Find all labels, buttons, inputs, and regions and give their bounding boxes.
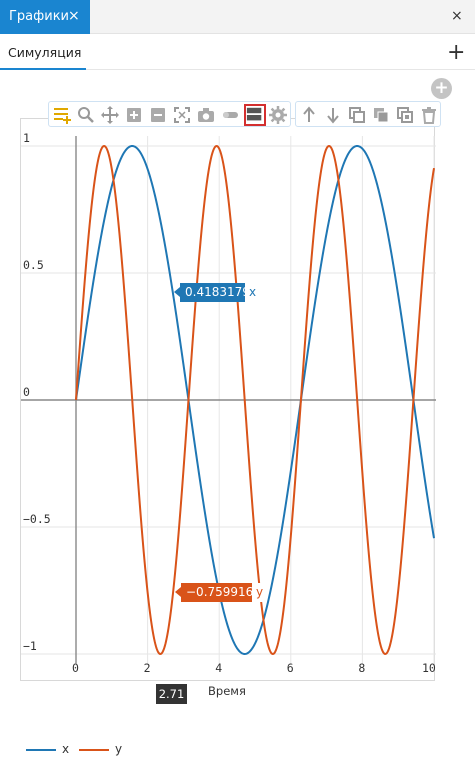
arrow-down-icon[interactable]: [323, 105, 343, 125]
subtab-bar: Симуляция +: [0, 34, 475, 70]
x-tick-label: 10: [422, 661, 436, 675]
copy-icon[interactable]: [347, 105, 367, 125]
cursor-x-badge: 2.71: [156, 684, 187, 704]
eraser-icon[interactable]: [220, 105, 240, 125]
x-tick-label: 0: [72, 661, 79, 675]
subtab-simulation-label: Симуляция: [8, 45, 82, 60]
y-tick-label: −0.5: [23, 512, 51, 526]
zoom-icon[interactable]: [76, 105, 96, 125]
tab-graphs[interactable]: Графики ×: [0, 0, 90, 34]
x-tick-label: 4: [215, 661, 222, 675]
add-tab-icon[interactable]: +: [447, 40, 466, 65]
paste-icon[interactable]: [395, 105, 415, 125]
chart-svg[interactable]: 0 2 4 6 8 10 1 0.5 0 −0.5 −1: [21, 119, 436, 682]
y-tick-label: 0.5: [23, 258, 44, 272]
legend-swatch-x: [26, 749, 56, 751]
hover-value-y: −0.7599169: [186, 585, 261, 599]
add-plot-button[interactable]: +: [431, 78, 452, 99]
hover-value-x: 0.4183179: [185, 285, 250, 299]
hover-label-y: −0.7599169: [175, 583, 266, 602]
x-tick-label: 6: [287, 661, 294, 675]
tab-graphs-label: Графики: [9, 9, 70, 24]
add-series-icon[interactable]: [52, 105, 72, 125]
zoom-in-icon[interactable]: [124, 105, 144, 125]
x-tick-label: 8: [358, 661, 365, 675]
y-tick-label: 1: [23, 131, 30, 145]
arrow-up-icon[interactable]: [299, 105, 319, 125]
toolbar-group-edit: [295, 101, 441, 127]
legend-label-x: x: [62, 742, 70, 756]
y-tick-label: −1: [23, 639, 37, 653]
toolbar-group-view: [48, 101, 291, 127]
series-line-x: [75, 144, 435, 656]
pan-icon[interactable]: [100, 105, 120, 125]
x-axis-label: Время: [208, 684, 246, 698]
window-close-icon[interactable]: ×: [451, 8, 463, 24]
tab-close-icon[interactable]: ×: [68, 8, 80, 24]
settings-icon[interactable]: [268, 105, 288, 125]
trash-icon[interactable]: [419, 105, 439, 125]
zoom-out-icon[interactable]: [148, 105, 168, 125]
series-line-y: [75, 144, 435, 656]
legend-label-y: y: [115, 742, 123, 756]
window-titlebar: Графики × ×: [0, 0, 475, 34]
hover-series-x: x: [245, 283, 261, 302]
split-view-icon[interactable]: [244, 104, 266, 126]
plot-area[interactable]: 0 2 4 6 8 10 1 0.5 0 −0.5 −1: [20, 118, 436, 682]
copy-filled-icon[interactable]: [371, 105, 391, 125]
hover-series-y: y: [252, 583, 268, 602]
subtab-simulation[interactable]: Симуляция: [0, 34, 86, 70]
legend-swatch-y: [79, 749, 109, 751]
camera-icon[interactable]: [196, 105, 216, 125]
autoscale-icon[interactable]: [172, 105, 192, 125]
y-tick-label: 0: [23, 385, 30, 399]
hover-label-x: 0.4183179: [174, 283, 255, 302]
x-tick-label: 2: [144, 661, 151, 675]
